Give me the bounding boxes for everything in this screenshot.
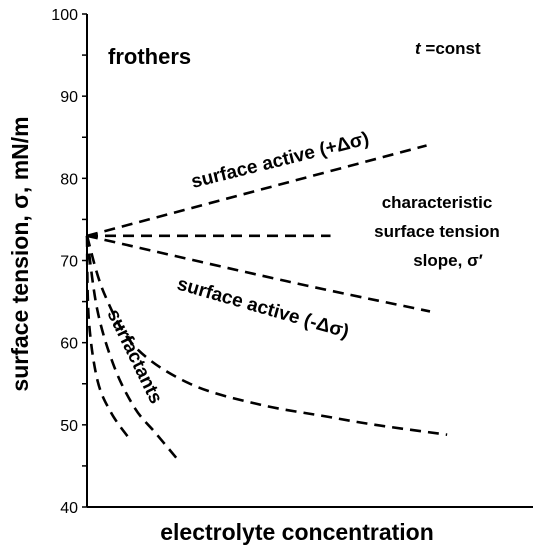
annotation-characteristic-line3: slope, σ′ xyxy=(413,251,483,270)
y-tick-label: 70 xyxy=(60,254,78,271)
annotation-t-const: t =const xyxy=(415,39,481,58)
y-tick-label: 90 xyxy=(60,89,78,106)
series-surfactant-curve-1 xyxy=(85,235,178,459)
series-surface-active-negative xyxy=(86,234,431,313)
annotation-characteristic-line2: surface tension xyxy=(374,222,500,241)
annotation-surface-active-negative: surface active (-Δσ) xyxy=(175,274,352,343)
x-axis-label: electrolyte concentration xyxy=(160,519,434,545)
series-frother-curve xyxy=(85,235,448,436)
y-tick-label: 50 xyxy=(60,418,78,435)
annotation-t-rest: =const xyxy=(421,39,481,58)
series-layer xyxy=(85,144,448,459)
annotation-t-symbol: t xyxy=(415,39,422,58)
annotation-characteristic-line1: characteristic xyxy=(382,193,493,212)
annotation-surfactants: surfactants xyxy=(103,306,167,407)
series-surfactant-curve-2 xyxy=(85,235,130,438)
annotation-frothers: frothers xyxy=(108,44,191,69)
y-tick-label: 60 xyxy=(60,336,78,353)
y-ticks: 40 50 60 70 80 90 100 xyxy=(51,7,87,517)
y-tick-label: 80 xyxy=(60,171,78,188)
series-surface-active-positive xyxy=(86,144,427,238)
y-tick-label: 40 xyxy=(60,500,78,517)
y-axis-label: surface tension, σ, mN/m xyxy=(7,116,33,391)
y-tick-label: 100 xyxy=(51,7,78,24)
